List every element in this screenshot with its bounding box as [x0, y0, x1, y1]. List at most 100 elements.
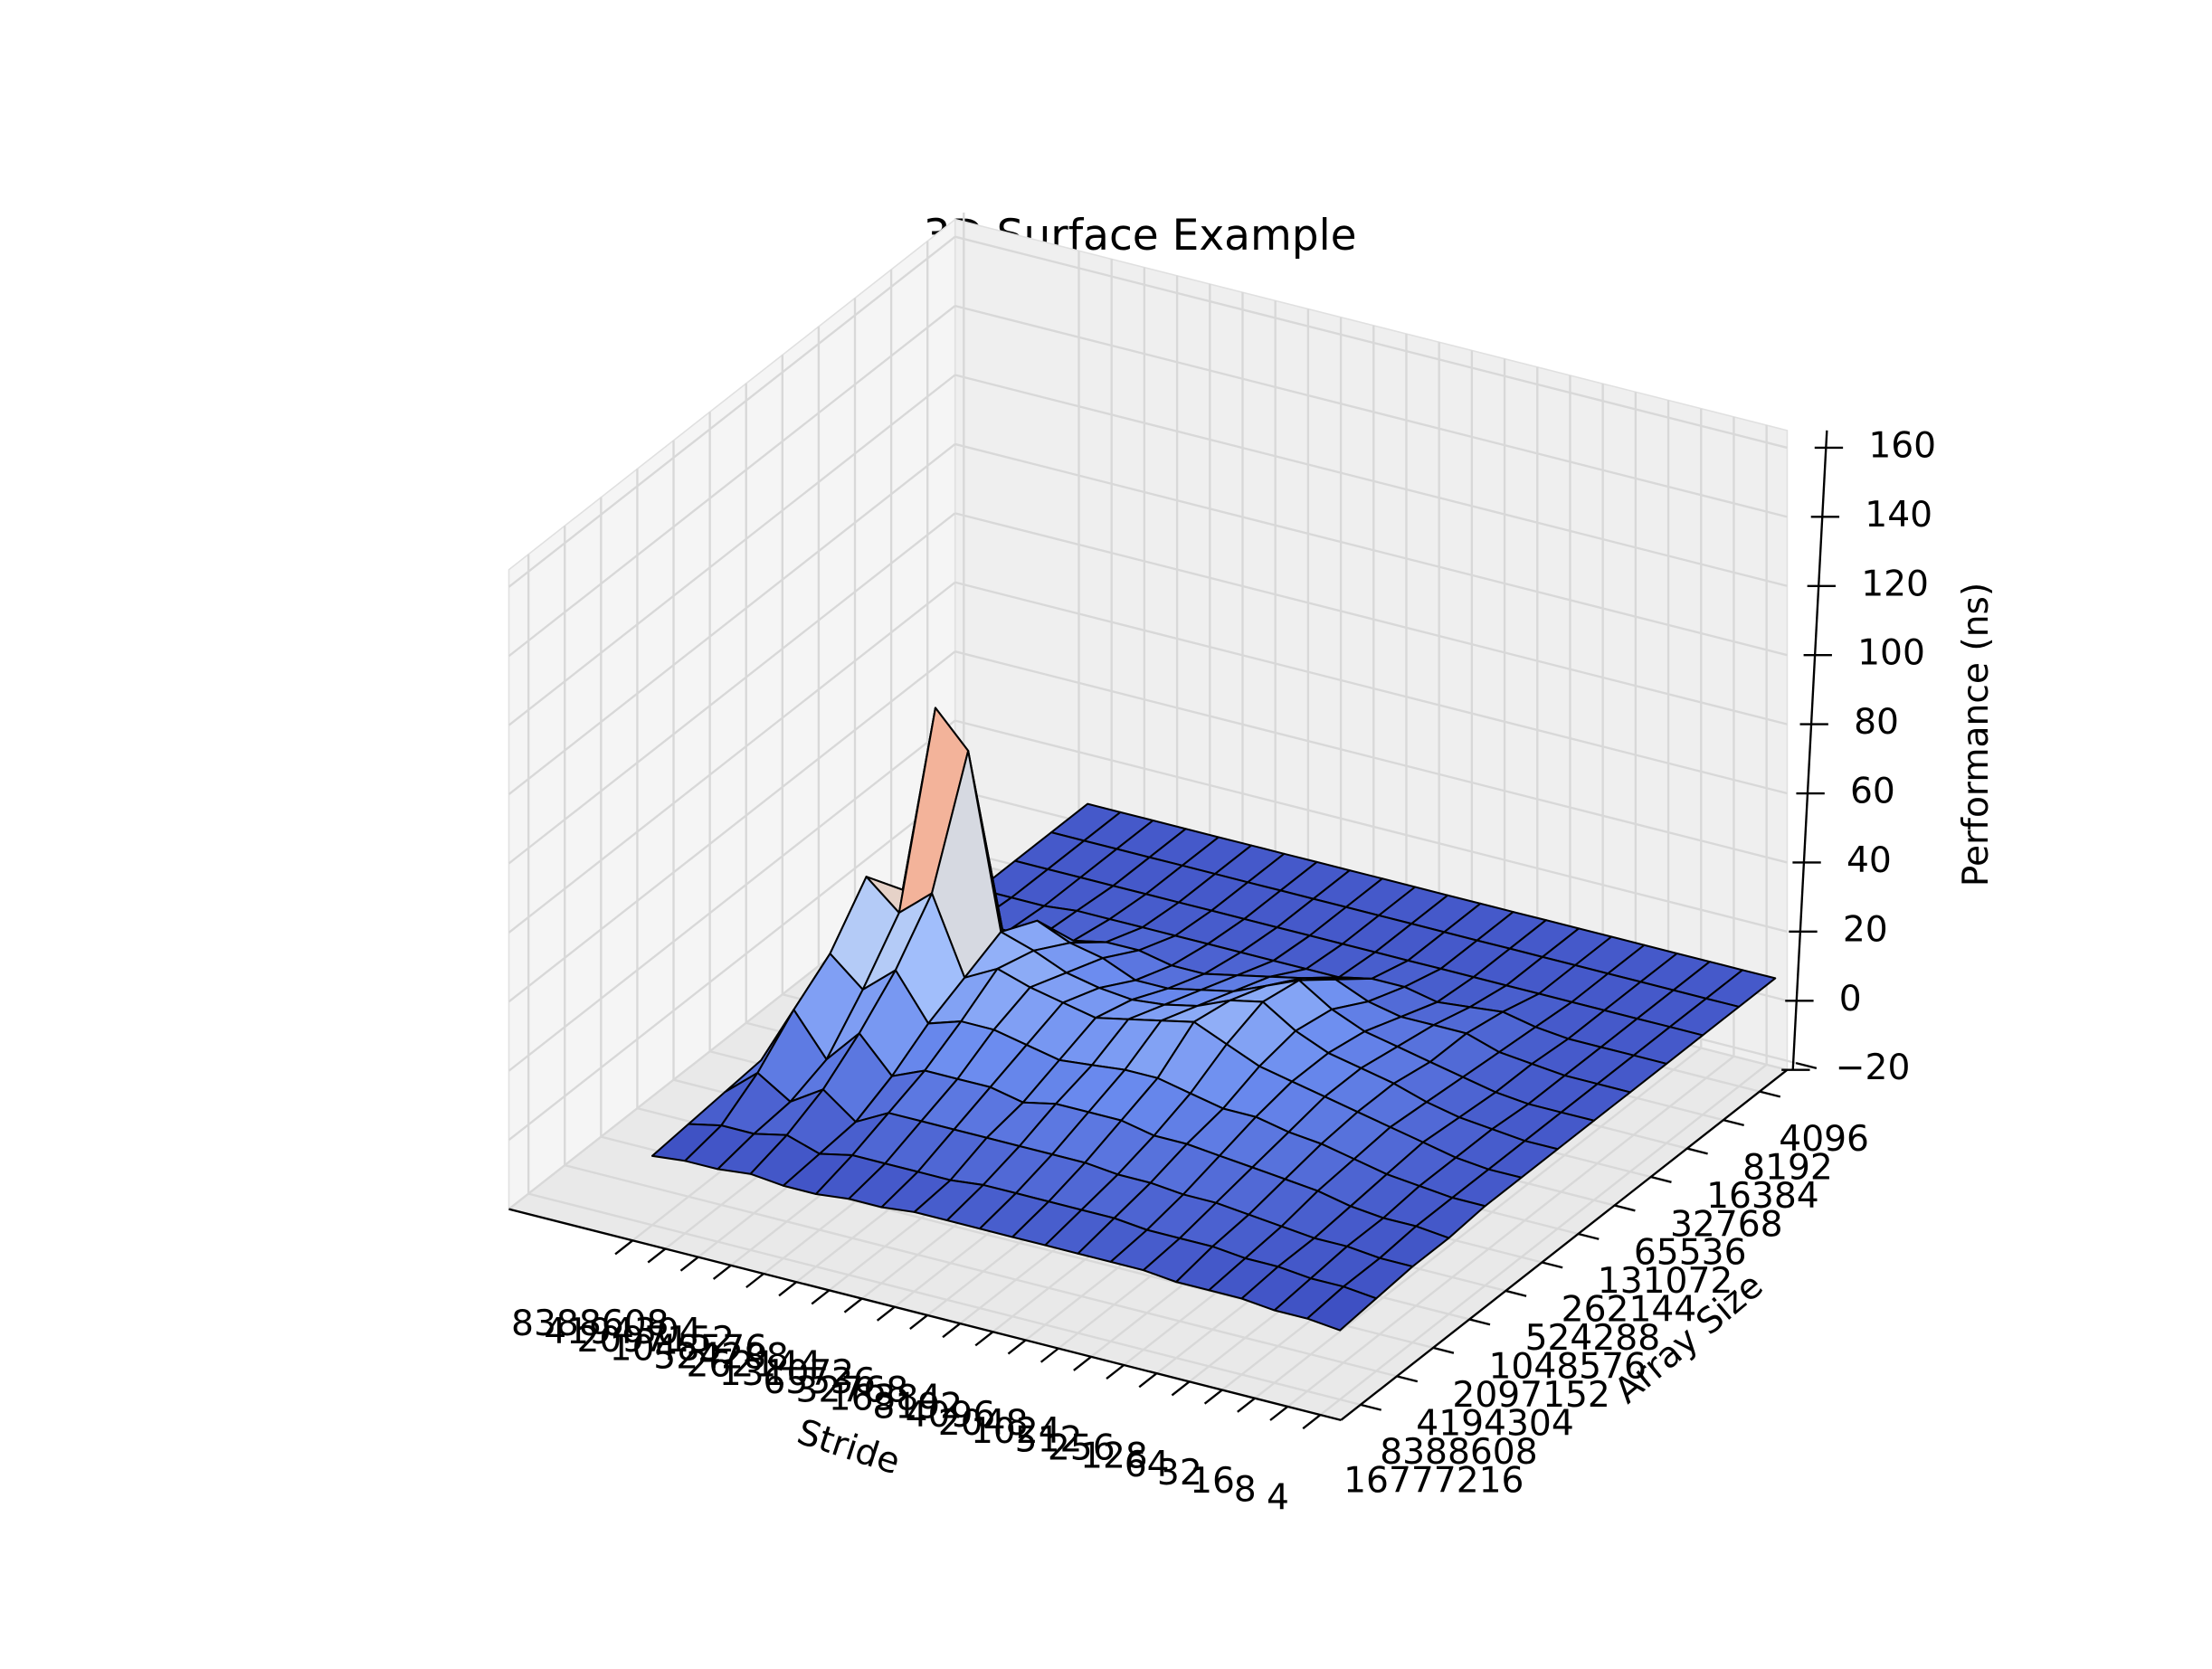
grid-line	[954, 235, 1788, 450]
grid-line	[508, 235, 956, 588]
x-tick-label: 131072	[719, 1353, 855, 1394]
y-tick-label: 2097152	[1452, 1375, 1609, 1416]
y-tick	[1578, 1232, 1600, 1240]
grid-line	[508, 374, 956, 726]
grid-line	[1319, 1063, 1768, 1416]
x-tick	[1106, 1364, 1125, 1380]
surface-face	[1305, 1285, 1378, 1332]
y-tick-label: 262144	[1562, 1290, 1697, 1331]
z-axis-line	[1791, 430, 1828, 1070]
x-tick-label: 1048576	[610, 1328, 767, 1369]
x-tick	[1269, 1405, 1288, 1421]
z-tick-label: 0	[1839, 979, 1862, 1019]
x-tick-label: 8192	[872, 1387, 963, 1427]
y-tick	[1795, 1061, 1818, 1070]
grid-line	[508, 719, 956, 1072]
x-tick-label: 64	[1125, 1445, 1170, 1485]
x-tick-label: 8388608	[511, 1304, 669, 1344]
y-tick	[1650, 1175, 1672, 1183]
z-tick-label: 80	[1854, 702, 1899, 743]
x-tick	[778, 1281, 798, 1297]
y-tick	[1542, 1261, 1563, 1269]
y-tick-label: 65536	[1634, 1233, 1747, 1274]
z-tick-label: 60	[1850, 772, 1895, 812]
x-tick	[811, 1289, 831, 1305]
x-tick-label: 8	[1234, 1469, 1257, 1510]
x-tick	[1203, 1389, 1223, 1405]
x-tick	[1171, 1380, 1191, 1397]
x-tick	[614, 1239, 634, 1256]
grid-line	[508, 650, 956, 1003]
grid-line	[508, 305, 956, 658]
grid-line	[954, 374, 1788, 587]
y-tick	[1396, 1375, 1419, 1383]
grid-line	[527, 1192, 1362, 1406]
x-tick-label: 4	[1267, 1478, 1289, 1519]
x-tick-label: 2048	[938, 1403, 1029, 1444]
y-tick-label: 16384	[1706, 1176, 1819, 1217]
x-tick-label: 262144	[687, 1345, 822, 1386]
y-tick-label: 16777216	[1343, 1461, 1524, 1502]
z-tick-label: 100	[1857, 633, 1925, 674]
grid-line	[564, 1163, 1398, 1378]
x-tick-label: 32	[1157, 1453, 1202, 1494]
y-tick	[1686, 1147, 1708, 1155]
x-tick	[1138, 1372, 1158, 1389]
x-tick-label: 16	[1190, 1461, 1235, 1502]
grid-line	[954, 719, 1788, 933]
grid-line	[1286, 1055, 1735, 1408]
grid-line	[1254, 1047, 1702, 1399]
grid-line	[954, 304, 1788, 518]
y-tick	[1723, 1118, 1744, 1127]
x-tick	[876, 1305, 896, 1322]
x-axis-line	[508, 1208, 1342, 1421]
grid-line	[508, 512, 956, 865]
y-tick-label: 4194304	[1416, 1404, 1573, 1445]
y-axis-line	[1340, 1068, 1789, 1421]
x-tick-label: 2097152	[576, 1320, 734, 1361]
x-tick-label: 512	[1015, 1419, 1083, 1460]
x-tick-label: 4194304	[544, 1312, 701, 1352]
z-tick-label: 120	[1861, 564, 1929, 604]
y-tick-label: 1048576	[1488, 1347, 1646, 1388]
x-tick	[974, 1331, 994, 1347]
x-tick	[1073, 1355, 1092, 1371]
y-tick-label: 4096	[1779, 1119, 1869, 1160]
z-axis-label: Performance (ns)	[1956, 583, 1997, 887]
y-tick-label: 32768	[1670, 1204, 1783, 1245]
x-tick-label: 1024	[971, 1411, 1061, 1452]
y-tick	[1360, 1403, 1382, 1411]
grid-line	[954, 442, 1788, 657]
z-tick-label: −20	[1836, 1048, 1911, 1088]
x-tick-label: 32768	[796, 1370, 909, 1410]
x-tick-label: 128	[1080, 1437, 1148, 1477]
x-tick	[909, 1313, 928, 1330]
x-tick	[1237, 1397, 1256, 1413]
x-tick-label: 16384	[829, 1378, 942, 1418]
x-tick-label: 4096	[906, 1395, 996, 1436]
x-tick-label: 256	[1048, 1428, 1115, 1469]
y-tick	[1432, 1346, 1455, 1354]
x-tick	[712, 1264, 732, 1280]
x-tick	[647, 1247, 667, 1264]
x-tick	[1302, 1414, 1322, 1430]
grid-line	[508, 581, 956, 934]
z-tick-label: 140	[1865, 495, 1932, 536]
x-tick	[1007, 1339, 1027, 1355]
x-tick	[1040, 1347, 1059, 1363]
y-tick-label: 131072	[1598, 1261, 1733, 1302]
x-tick	[745, 1273, 764, 1289]
grid-line	[954, 581, 1788, 795]
y-tick	[1468, 1318, 1491, 1326]
z-tick-label: 40	[1846, 840, 1892, 881]
y-tick	[1614, 1204, 1636, 1212]
x-tick	[679, 1256, 699, 1272]
y-tick-label: 524288	[1525, 1318, 1661, 1359]
grid-line	[954, 512, 1788, 725]
grid-line	[508, 443, 956, 796]
x-tick-label: 65536	[763, 1361, 876, 1402]
y-tick-label: 8388608	[1380, 1432, 1537, 1473]
y-tick	[1505, 1289, 1527, 1297]
